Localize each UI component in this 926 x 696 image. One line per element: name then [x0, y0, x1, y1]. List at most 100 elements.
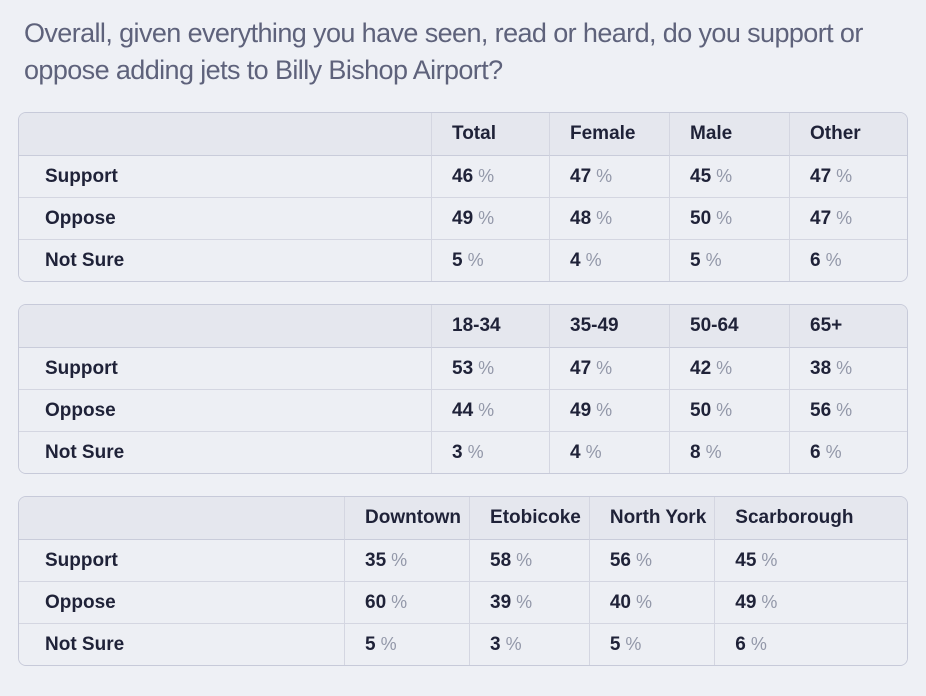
- percent-sign: %: [516, 591, 533, 612]
- value: 58: [490, 549, 512, 571]
- percent-sign: %: [825, 441, 842, 462]
- value-cell: 6%: [789, 431, 907, 473]
- value-cell: 49%: [549, 389, 669, 431]
- percent-sign: %: [836, 357, 853, 378]
- value: 6: [810, 249, 821, 271]
- question-title: Overall, given everything you have seen,…: [24, 18, 863, 85]
- column-header-north-york: North York: [588, 497, 715, 539]
- region-table: Downtown Etobicoke North York Scarboroug…: [18, 496, 908, 666]
- value: 47: [810, 165, 832, 187]
- value-cell: 50%: [669, 389, 789, 431]
- percent-sign: %: [705, 249, 722, 270]
- percent-sign: %: [596, 357, 613, 378]
- value-cell: 45%: [714, 539, 907, 581]
- percent-sign: %: [836, 399, 853, 420]
- value: 56: [810, 399, 832, 421]
- percent-sign: %: [380, 633, 397, 654]
- percent-sign: %: [478, 207, 495, 228]
- value-cell: 6%: [789, 239, 907, 281]
- value: 60: [365, 591, 387, 613]
- value: 5: [452, 249, 463, 271]
- value-cell: 60%: [344, 581, 470, 623]
- row-label: Oppose: [19, 197, 431, 239]
- percent-sign: %: [478, 165, 495, 186]
- value-cell: 48%: [549, 197, 669, 239]
- value: 47: [570, 165, 592, 187]
- value: 56: [609, 549, 631, 571]
- value: 4: [570, 249, 581, 271]
- value-cell: 46%: [431, 155, 549, 197]
- value: 44: [452, 399, 474, 421]
- value: 5: [365, 633, 376, 655]
- value-cell: 47%: [789, 197, 907, 239]
- table-row-oppose: Oppose 44% 49% 50% 56%: [19, 389, 907, 431]
- header-row: Total Female Male Other: [19, 113, 907, 155]
- value-cell: 50%: [669, 197, 789, 239]
- percent-sign: %: [585, 441, 602, 462]
- value: 8: [690, 441, 701, 463]
- value-cell: 6%: [714, 623, 907, 665]
- value: 3: [490, 633, 501, 655]
- header-row: Downtown Etobicoke North York Scarboroug…: [19, 497, 907, 539]
- percent-sign: %: [836, 207, 853, 228]
- percent-sign: %: [635, 591, 652, 612]
- percent-sign: %: [625, 633, 642, 654]
- value-cell: 35%: [344, 539, 470, 581]
- table-row-not-sure: Not Sure 5% 4% 5% 6%: [19, 239, 907, 281]
- value: 42: [690, 357, 712, 379]
- column-header-female: Female: [549, 113, 669, 155]
- value-cell: 47%: [549, 155, 669, 197]
- value-cell: 5%: [431, 239, 549, 281]
- value: 49: [452, 207, 474, 229]
- percent-sign: %: [478, 399, 495, 420]
- column-header-50-64: 50-64: [669, 305, 789, 347]
- percent-sign: %: [516, 549, 533, 570]
- percent-sign: %: [467, 441, 484, 462]
- value: 46: [452, 165, 474, 187]
- header-row: 18-34 35-49 50-64 65+: [19, 305, 907, 347]
- row-label: Support: [19, 155, 431, 197]
- table-row-support: Support 46% 47% 45% 47%: [19, 155, 907, 197]
- percent-sign: %: [761, 591, 778, 612]
- percent-sign: %: [585, 249, 602, 270]
- value-cell: 49%: [431, 197, 549, 239]
- percent-sign: %: [478, 357, 495, 378]
- percent-sign: %: [716, 207, 733, 228]
- row-label: Not Sure: [19, 623, 344, 665]
- value-cell: 58%: [469, 539, 589, 581]
- gender-table: Total Female Male Other Support 46% 47% …: [18, 112, 908, 282]
- value-cell: 49%: [714, 581, 907, 623]
- value-cell: 53%: [431, 347, 549, 389]
- percent-sign: %: [825, 249, 842, 270]
- value: 39: [490, 591, 512, 613]
- value-cell: 47%: [789, 155, 907, 197]
- column-header-male: Male: [669, 113, 789, 155]
- value-cell: 56%: [588, 539, 715, 581]
- value: 38: [810, 357, 832, 379]
- column-header-blank: [19, 113, 431, 155]
- value-cell: 4%: [549, 239, 669, 281]
- row-label: Not Sure: [19, 431, 431, 473]
- value: 40: [609, 591, 631, 613]
- percent-sign: %: [716, 165, 733, 186]
- value-cell: 38%: [789, 347, 907, 389]
- value: 5: [690, 249, 701, 271]
- column-header-18-34: 18-34: [431, 305, 549, 347]
- value-cell: 8%: [669, 431, 789, 473]
- value-cell: 4%: [549, 431, 669, 473]
- percent-sign: %: [836, 165, 853, 186]
- age-table: 18-34 35-49 50-64 65+ Support 53% 47% 42…: [18, 304, 908, 474]
- column-header-scarborough: Scarborough: [714, 497, 907, 539]
- table-row-not-sure: Not Sure 5% 3% 5% 6%: [19, 623, 907, 665]
- column-header-total: Total: [431, 113, 549, 155]
- row-label: Support: [19, 539, 344, 581]
- column-header-blank: [19, 497, 344, 539]
- table-row-support: Support 53% 47% 42% 38%: [19, 347, 907, 389]
- value: 47: [570, 357, 592, 379]
- value-cell: 5%: [344, 623, 470, 665]
- table-row-support: Support 35% 58% 56% 45%: [19, 539, 907, 581]
- value: 47: [810, 207, 832, 229]
- value-cell: 56%: [789, 389, 907, 431]
- value: 6: [735, 633, 746, 655]
- percent-sign: %: [716, 357, 733, 378]
